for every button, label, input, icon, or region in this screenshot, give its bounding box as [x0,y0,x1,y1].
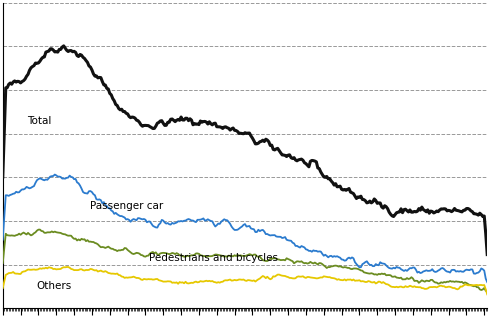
Text: Total: Total [27,116,51,126]
Text: Passenger car: Passenger car [90,201,164,211]
Text: Others: Others [37,280,72,291]
Text: Pedestrians and bicycles: Pedestrians and bicycles [148,253,277,263]
